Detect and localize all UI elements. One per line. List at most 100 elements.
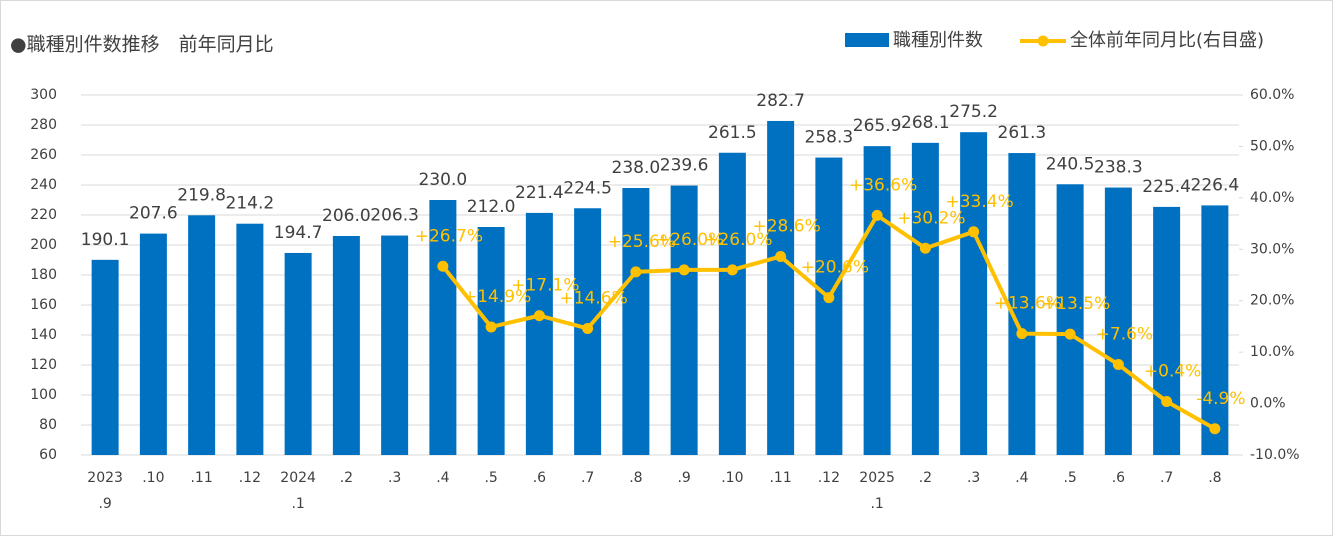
- bar: [1104, 187, 1132, 456]
- x-tick-label: .7: [1159, 470, 1174, 486]
- y-tick-label: 80: [39, 417, 57, 433]
- bar: [767, 120, 795, 455]
- y2-tick-label: 50.0%: [1250, 138, 1294, 154]
- x-tick-label: .5: [484, 470, 498, 486]
- bar: [718, 152, 746, 455]
- bar-label: 226.4: [1191, 175, 1240, 195]
- bar-label: 206.0: [322, 206, 371, 226]
- x-tick-label: .6: [1111, 470, 1126, 486]
- bar-label: 214.2: [226, 194, 275, 214]
- bar-label: 258.3: [805, 128, 854, 148]
- bar: [91, 259, 119, 455]
- y2-tick-label: -10.0%: [1250, 447, 1300, 463]
- line-label: +26.0%: [704, 230, 772, 250]
- y2-tick-label: 30.0%: [1250, 241, 1294, 257]
- bar: [863, 146, 891, 455]
- x-tick-label: .12: [817, 470, 840, 486]
- bar-label: 265.9: [853, 116, 902, 136]
- line-marker: [533, 310, 545, 322]
- bar: [1153, 206, 1181, 455]
- chart-title: ●職種別件数推移 前年同月比: [10, 34, 274, 56]
- bar-label: 238.0: [612, 158, 661, 178]
- y2-tick-label: 0.0%: [1250, 396, 1286, 412]
- bar: [911, 142, 939, 455]
- x-tick-label: .2: [918, 470, 933, 486]
- line-label: +30.2%: [897, 208, 965, 228]
- x-tick-label: 2024 .1: [280, 470, 316, 512]
- bar-label: 238.3: [1094, 158, 1143, 178]
- bar-label: 207.6: [129, 204, 178, 224]
- bar: [1201, 205, 1229, 455]
- bar: [477, 227, 505, 455]
- line-marker: [1209, 423, 1221, 435]
- bar-label: 212.0: [467, 197, 516, 217]
- x-tick-label: .9: [677, 470, 691, 486]
- bar: [1056, 184, 1084, 455]
- x-tick-label: .5: [1063, 470, 1077, 486]
- x-tick-label: 2023 .9: [87, 470, 123, 512]
- line-label: +28.6%: [753, 216, 821, 236]
- y-tick-label: 300: [30, 87, 57, 103]
- bar: [1008, 153, 1036, 456]
- bar-label: 221.4: [515, 183, 564, 203]
- x-tick-label: .4: [436, 470, 450, 486]
- line-marker: [1161, 396, 1173, 408]
- line-label: +26.7%: [415, 226, 483, 246]
- line-marker: [630, 266, 642, 278]
- y2-tick-label: 10.0%: [1250, 344, 1294, 360]
- y-tick-label: 220: [30, 207, 57, 223]
- y2-tick-label: 20.0%: [1250, 293, 1294, 309]
- bar-label: 240.5: [1046, 154, 1095, 174]
- line-label: +13.5%: [1042, 294, 1110, 314]
- bar-label: 225.4: [1142, 177, 1191, 197]
- x-tick-label: .11: [190, 470, 213, 486]
- bar-label: 230.0: [419, 170, 468, 190]
- x-tick-label: .8: [629, 470, 643, 486]
- bar: [381, 235, 409, 455]
- bar: [236, 223, 264, 455]
- y-tick-label: 60: [39, 447, 57, 463]
- x-tick-label: .12: [238, 470, 261, 486]
- line-marker: [968, 226, 980, 238]
- line-marker: [678, 264, 690, 276]
- line-marker: [823, 292, 835, 304]
- bar-label: 239.6: [660, 156, 709, 176]
- line-label: +20.6%: [801, 258, 869, 278]
- y-tick-label: 120: [30, 357, 57, 373]
- x-tick-label: .8: [1208, 470, 1222, 486]
- bar-label: 219.8: [177, 185, 226, 205]
- line-marker: [919, 242, 931, 254]
- line-marker: [437, 260, 449, 272]
- line-label: +17.1%: [511, 276, 579, 296]
- y-tick-label: 140: [30, 327, 57, 343]
- bar: [139, 233, 167, 455]
- bar-label: 224.5: [563, 178, 612, 198]
- x-tick-label: .3: [387, 470, 402, 486]
- line-marker: [775, 250, 787, 262]
- line-label: +26.0%: [656, 230, 724, 250]
- bar: [284, 252, 312, 455]
- y-tick-label: 280: [30, 117, 57, 133]
- bar-label: 206.3: [370, 206, 419, 226]
- y2-tick-label: 40.0%: [1250, 190, 1294, 206]
- x-tick-label: .7: [580, 470, 595, 486]
- bar: [188, 215, 216, 455]
- line-label: +0.4%: [1144, 362, 1201, 382]
- legend-label: 職種別件数: [893, 30, 983, 51]
- bar-label: 261.5: [708, 123, 757, 143]
- bar-label: 282.7: [756, 91, 805, 111]
- x-tick-label: .11: [769, 470, 792, 486]
- bar-label: 194.7: [274, 223, 323, 243]
- bar-label: 190.1: [81, 230, 130, 250]
- y-tick-label: 180: [30, 267, 57, 283]
- y-tick-label: 260: [30, 147, 57, 163]
- line-marker: [1016, 328, 1028, 340]
- bar: [815, 157, 843, 456]
- line-marker: [1112, 358, 1124, 370]
- line-label: +25.6%: [608, 232, 676, 252]
- bar-label: 261.3: [998, 123, 1047, 143]
- line-marker: [871, 209, 883, 221]
- bar: [670, 185, 698, 455]
- line-label: +14.6%: [560, 288, 628, 308]
